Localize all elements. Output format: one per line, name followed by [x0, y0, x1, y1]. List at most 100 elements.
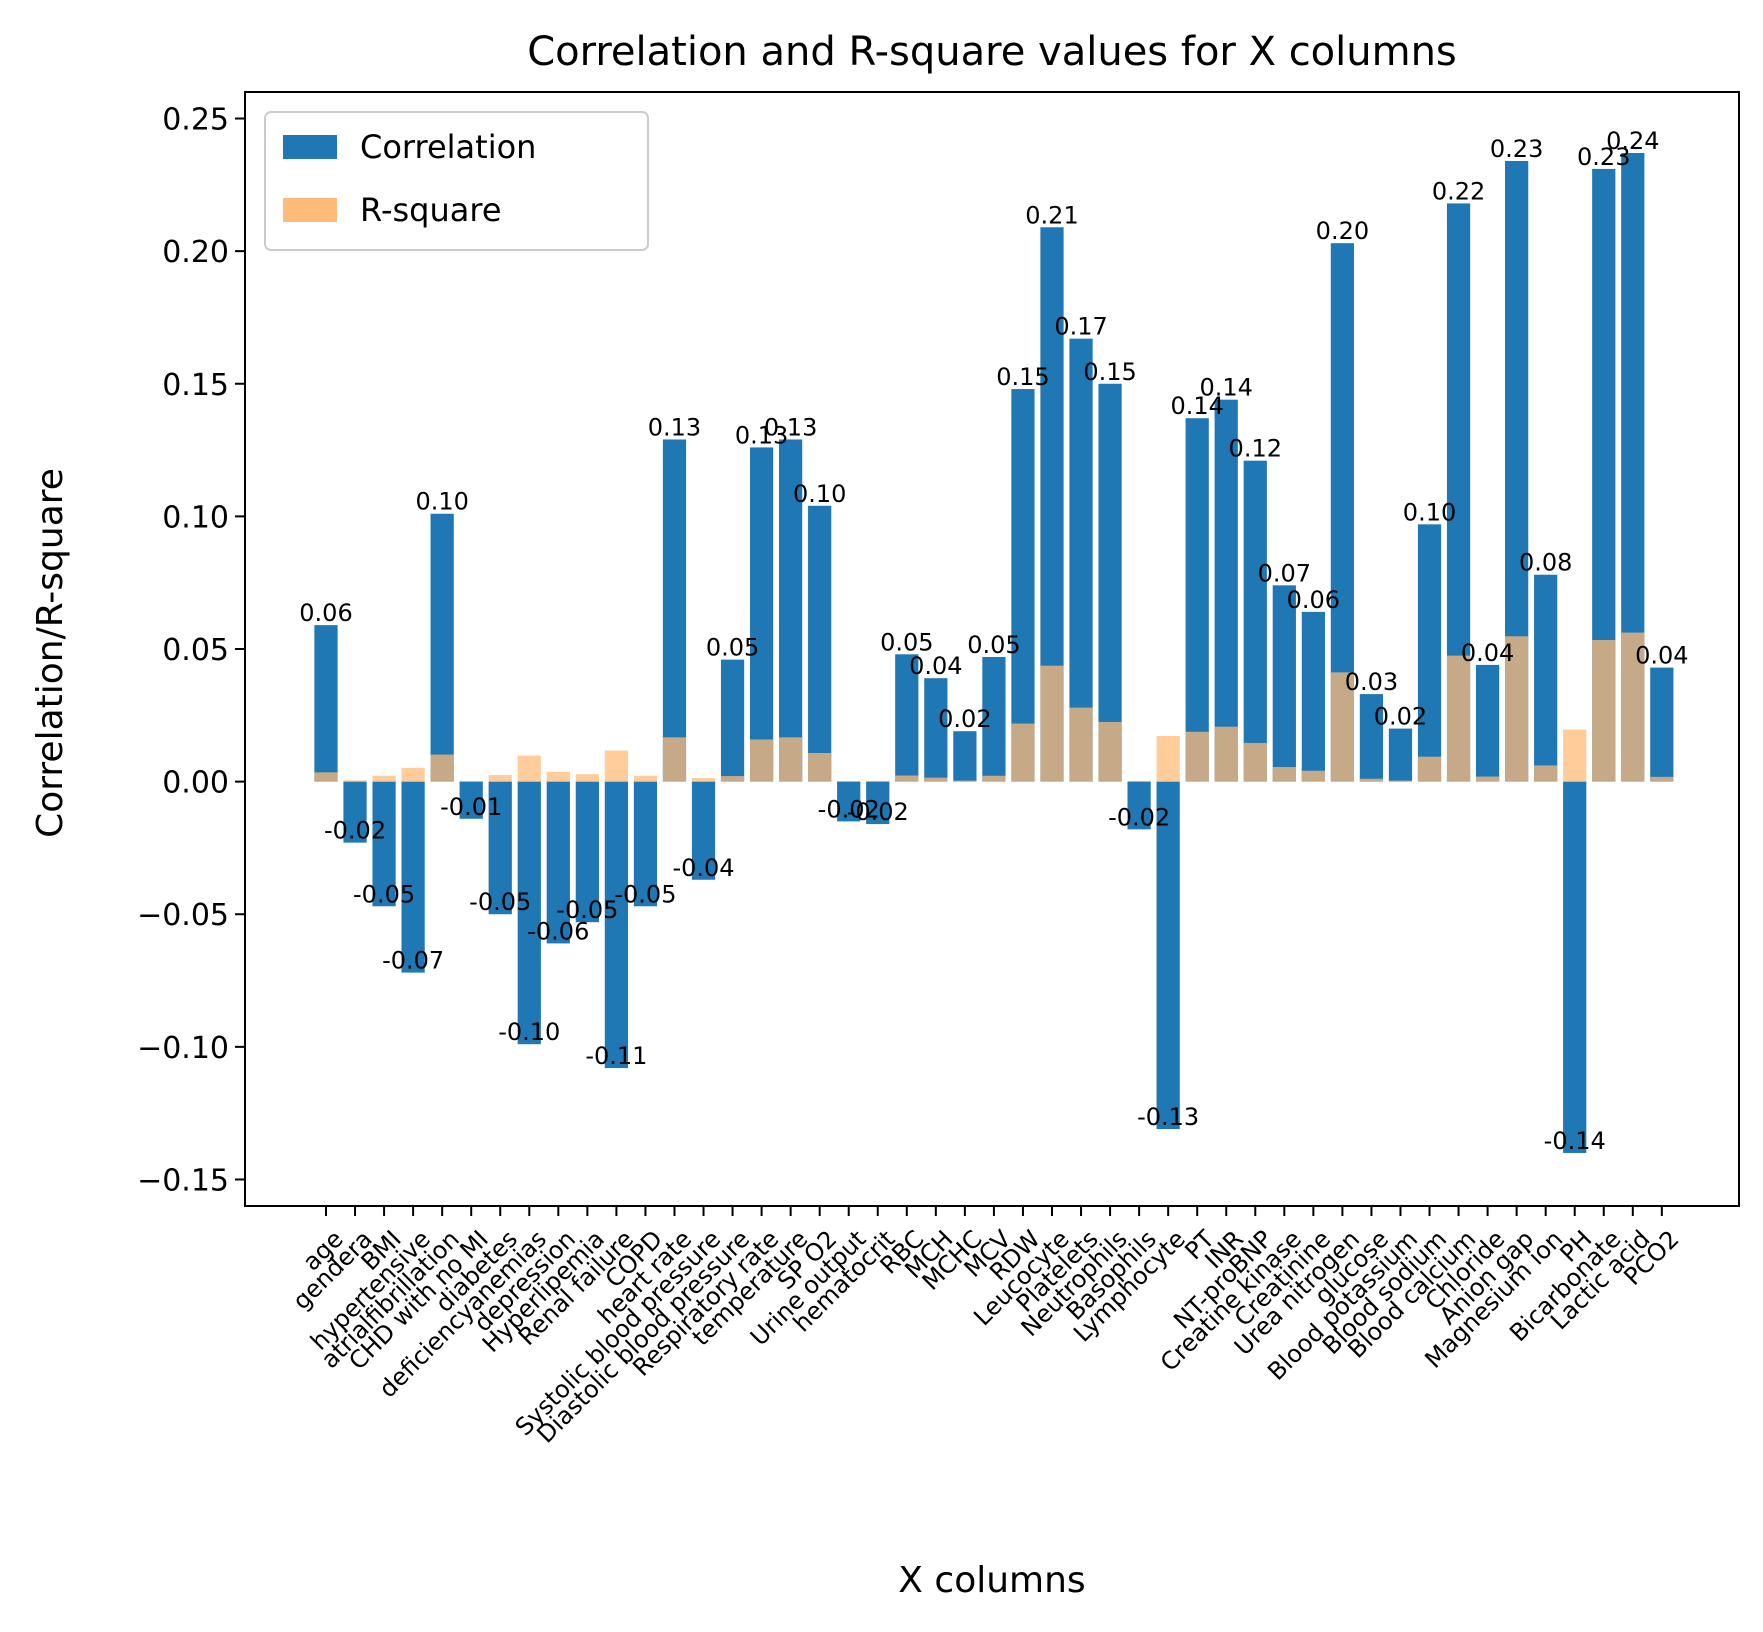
correlation-bar-pt: [1185, 418, 1209, 782]
correlation-bar-chloride: [1475, 664, 1500, 782]
x-axis: agegenderaBMIhypertensiveatrialfibrillat…: [287, 1206, 1685, 1449]
correlation-bar-urine-output: [837, 781, 861, 822]
data-label-renal-failure: -0.11: [585, 1042, 647, 1070]
r-square-bar-hyperlipemia: [575, 774, 599, 782]
correlation-bar-nt-probnp: [1243, 460, 1267, 782]
r-square-bar-leucocyte: [1040, 665, 1064, 782]
correlation-bar-basophils: [1127, 781, 1151, 830]
correlation-bar-neutrophils: [1098, 383, 1122, 782]
correlation-bar-deficiencyanemias: [517, 781, 541, 1045]
data-label-leucocyte: 0.21: [1025, 201, 1078, 229]
data-label-rdw: 0.15: [996, 363, 1049, 391]
correlation-bar-urea-nitrogen: [1330, 243, 1355, 782]
r-square-bar-lactic-acid: [1621, 632, 1645, 782]
data-label-atrialfibrillation: 0.10: [415, 488, 468, 516]
correlation-bar-copd: [633, 781, 658, 907]
r-square-bar-diabetes: [488, 774, 512, 782]
correlation-bar-bicarbonate: [1592, 168, 1616, 782]
data-label-temperature: 0.13: [764, 413, 817, 441]
correlation-bar-depression: [546, 781, 570, 944]
data-label-gendera: -0.02: [324, 817, 386, 845]
data-label-bmi: -0.05: [353, 880, 415, 908]
data-label-lactic-acid: 0.24: [1606, 127, 1659, 155]
correlation-bar-heart-rate: [662, 439, 687, 782]
correlation-bar-hypertensive: [401, 781, 425, 973]
data-label-blood-sodium: 0.10: [1403, 498, 1456, 526]
correlation-bar-blood-calcium: [1446, 203, 1471, 782]
correlation-bar-lactic-acid: [1621, 153, 1645, 782]
data-label-blood-potassium: 0.02: [1374, 703, 1427, 731]
data-label-heart-rate: 0.13: [648, 413, 701, 441]
correlation-bar-bmi: [372, 781, 396, 907]
r-square-bar-inr: [1214, 726, 1238, 782]
r-square-bar-deficiencyanemias: [517, 755, 541, 782]
r-square-bar-basophils: [1127, 780, 1151, 782]
r-square-bar-respiratory-rate: [749, 739, 774, 782]
correlation-bar-mch: [924, 678, 948, 782]
data-label-urea-nitrogen: 0.20: [1316, 217, 1369, 245]
data-label-mch: 0.04: [909, 652, 962, 680]
data-label-glucose: 0.03: [1345, 668, 1398, 696]
correlation-bar-creatinine: [1301, 611, 1325, 782]
data-label-platelets: 0.17: [1054, 313, 1107, 341]
r-square-bar-hypertensive: [401, 767, 425, 782]
correlation-bar-mchc: [953, 731, 977, 782]
correlation-bar-diastolic-blood-pressure: [720, 659, 745, 782]
r-square-bar-diastolic-blood-pressure: [720, 776, 745, 782]
data-label-ph: -0.14: [1544, 1127, 1606, 1155]
r-square-bar-mch: [924, 777, 948, 782]
r-square-bar-hematocrit: [866, 780, 890, 782]
r-square-bar-copd: [633, 775, 658, 782]
correlation-bar-blood-potassium: [1388, 728, 1413, 782]
data-label-lymphocyte: -0.13: [1137, 1103, 1199, 1131]
data-label-magnesium-ion: 0.08: [1519, 549, 1572, 577]
chart-title: Correlation and R-square values for X co…: [527, 29, 1457, 75]
data-label-age: 0.06: [299, 599, 352, 627]
data-label-sp-o2: 0.10: [793, 480, 846, 508]
r-square-bar-magnesium-ion: [1534, 765, 1558, 782]
y-tick-label: 0.00: [162, 766, 229, 801]
legend-label-r-square: R-square: [360, 191, 502, 229]
r-square-bar-blood-potassium: [1388, 780, 1413, 782]
r-square-bar-urine-output: [837, 781, 861, 782]
r-square-bar-creatinine: [1301, 770, 1325, 782]
correlation-bar-respiratory-rate: [749, 447, 774, 782]
data-label-rbc: 0.05: [880, 628, 933, 656]
data-label-hyperlipemia: -0.05: [556, 896, 618, 924]
legend-swatch-r-square: [283, 198, 337, 222]
data-labels-layer: 0.06 -0.02 -0.05 -0.07 0.10 -0.01 -0.05 -0.10 -0…: [299, 127, 1688, 1155]
correlation-bar-sp-o2: [808, 505, 832, 782]
data-label-bicarbonate: 0.23: [1577, 143, 1630, 171]
correlation-bar-systolic-blood-pressure: [691, 781, 716, 880]
data-label-diabetes: -0.05: [469, 888, 531, 916]
bars-layer: [314, 153, 1674, 1153]
data-label-hematocrit: -0.02: [847, 798, 909, 826]
r-square-bar-sp-o2: [808, 752, 832, 782]
correlation-bar-hyperlipemia: [575, 781, 599, 923]
data-label-nt-probnp: 0.12: [1229, 435, 1282, 463]
data-label-inr: 0.14: [1200, 374, 1253, 402]
data-label-hypertensive: -0.07: [382, 947, 444, 975]
correlation-bar-age: [314, 625, 338, 782]
data-label-chd-with-no-mi: -0.01: [440, 793, 502, 821]
r-square-bar-gendera: [343, 780, 367, 782]
correlation-bar-rbc: [895, 654, 919, 782]
r-square-bar-glucose: [1359, 778, 1384, 782]
r-square-bar-chd-with-no-mi: [459, 781, 483, 782]
y-tick-label: 0.10: [162, 500, 229, 535]
correlation-bar-blood-sodium: [1417, 524, 1442, 782]
correlation-bar-renal-failure: [604, 781, 629, 1069]
data-label-depression: -0.06: [527, 917, 589, 945]
r-square-bar-age: [314, 772, 338, 782]
r-square-bar-pco2: [1650, 776, 1674, 782]
r-square-bar-urea-nitrogen: [1330, 672, 1355, 782]
r-square-bar-lymphocyte: [1156, 736, 1180, 782]
data-label-pco2: 0.04: [1635, 642, 1688, 670]
r-square-bar-atrialfibrillation: [430, 754, 454, 782]
correlation-bar-lymphocyte: [1156, 781, 1180, 1130]
r-square-bar-bmi: [372, 775, 396, 782]
correlation-bar-pco2: [1650, 667, 1674, 782]
legend-swatch-correlation: [283, 135, 337, 159]
r-square-bar-blood-calcium: [1446, 655, 1471, 782]
